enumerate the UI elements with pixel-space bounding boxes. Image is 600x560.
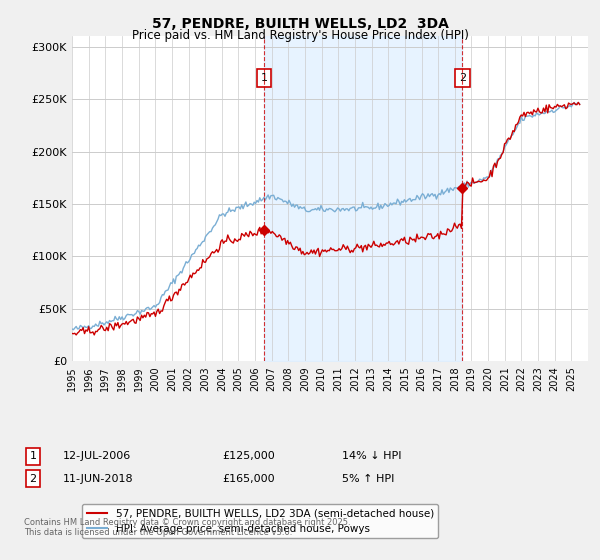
Text: 1: 1: [260, 73, 268, 83]
Text: 2: 2: [29, 474, 37, 484]
Text: 1: 1: [29, 451, 37, 461]
Text: Price paid vs. HM Land Registry's House Price Index (HPI): Price paid vs. HM Land Registry's House …: [131, 29, 469, 42]
Text: 12-JUL-2006: 12-JUL-2006: [63, 451, 131, 461]
Text: £125,000: £125,000: [222, 451, 275, 461]
Text: £165,000: £165,000: [222, 474, 275, 484]
Text: Contains HM Land Registry data © Crown copyright and database right 2025.
This d: Contains HM Land Registry data © Crown c…: [24, 518, 350, 538]
Text: 5% ↑ HPI: 5% ↑ HPI: [342, 474, 394, 484]
Text: 57, PENDRE, BUILTH WELLS, LD2  3DA: 57, PENDRE, BUILTH WELLS, LD2 3DA: [152, 17, 448, 31]
Text: 11-JUN-2018: 11-JUN-2018: [63, 474, 134, 484]
Legend: 57, PENDRE, BUILTH WELLS, LD2 3DA (semi-detached house), HPI: Average price, sem: 57, PENDRE, BUILTH WELLS, LD2 3DA (semi-…: [82, 505, 438, 538]
Text: 14% ↓ HPI: 14% ↓ HPI: [342, 451, 401, 461]
Text: 2: 2: [459, 73, 466, 83]
